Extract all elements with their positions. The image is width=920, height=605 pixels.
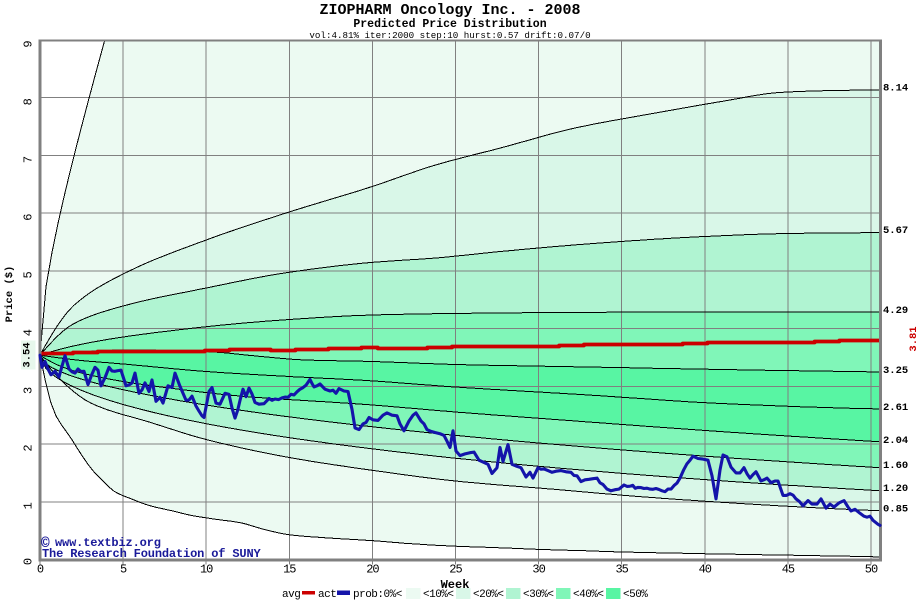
svg-text:avg: avg — [282, 589, 300, 600]
svg-text:0: 0 — [37, 563, 44, 577]
svg-text:4.29: 4.29 — [883, 305, 908, 317]
svg-text:Price ($): Price ($) — [4, 266, 16, 323]
svg-text:50: 50 — [865, 563, 878, 577]
svg-text:<40%<: <40%< — [573, 589, 604, 600]
svg-text:2.61: 2.61 — [883, 402, 908, 414]
svg-text:2.04: 2.04 — [883, 435, 908, 447]
svg-text:<50%: <50% — [623, 589, 648, 600]
svg-text:Predicted Price Distribution: Predicted Price Distribution — [353, 18, 546, 31]
svg-text:vol:4.81% iter:2000 step:10 hu: vol:4.81% iter:2000 step:10 hurst:0.57 d… — [309, 30, 590, 41]
svg-text:30: 30 — [532, 563, 545, 577]
svg-text:5: 5 — [120, 563, 127, 577]
svg-text:1.20: 1.20 — [883, 483, 908, 495]
svg-text:0: 0 — [22, 558, 36, 565]
svg-text:<30%<: <30%< — [523, 589, 554, 600]
svg-text:1.60: 1.60 — [883, 460, 908, 472]
svg-text:35: 35 — [615, 563, 628, 577]
svg-text:5: 5 — [22, 271, 36, 278]
svg-text:25: 25 — [449, 563, 462, 577]
svg-text:<20%<: <20%< — [473, 589, 504, 600]
svg-text:1: 1 — [22, 502, 36, 509]
svg-text:15: 15 — [283, 563, 296, 577]
svg-text:40: 40 — [699, 563, 712, 577]
svg-text:0.85: 0.85 — [883, 503, 908, 515]
svg-text:8: 8 — [22, 98, 36, 105]
svg-text:4: 4 — [22, 329, 36, 336]
svg-text:3.54: 3.54 — [22, 342, 34, 367]
svg-text:©: © — [41, 537, 50, 553]
svg-text:3.81: 3.81 — [908, 326, 920, 351]
svg-text:prob:0%<: prob:0%< — [353, 589, 402, 600]
svg-text:10: 10 — [200, 563, 213, 577]
svg-text:3.25: 3.25 — [883, 365, 908, 377]
svg-text:9: 9 — [22, 40, 36, 47]
svg-text:ZIOPHARM Oncology Inc. - 2008: ZIOPHARM Oncology Inc. - 2008 — [319, 2, 580, 19]
svg-text:6: 6 — [22, 214, 36, 221]
svg-text:2: 2 — [22, 444, 36, 451]
svg-text:45: 45 — [782, 563, 795, 577]
svg-text:5.67: 5.67 — [883, 225, 908, 237]
svg-text:7: 7 — [22, 156, 36, 163]
svg-text:8.14: 8.14 — [883, 83, 908, 95]
svg-text:The Research Foundation of SUN: The Research Foundation of SUNY — [42, 547, 262, 561]
svg-text:act: act — [318, 589, 336, 600]
svg-text:3: 3 — [22, 387, 36, 394]
svg-text:20: 20 — [366, 563, 379, 577]
svg-text:www.textbiz.org: www.textbiz.org — [55, 536, 161, 550]
svg-text:<10%<: <10%< — [423, 589, 454, 600]
